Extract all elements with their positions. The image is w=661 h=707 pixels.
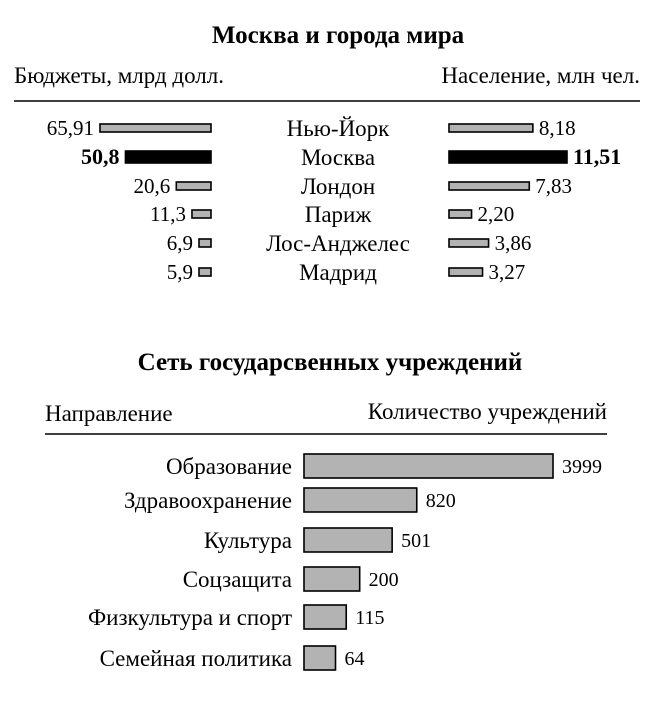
budget-bar — [124, 150, 212, 164]
population-value-label: 11,51 — [573, 144, 621, 169]
category-label: Здравоохранение — [124, 488, 292, 513]
population-bar — [448, 267, 484, 277]
population-bar — [448, 123, 534, 133]
population-value-label: 8,18 — [539, 116, 576, 140]
count-bar — [303, 527, 393, 553]
chart1-title: Москва и города мира — [212, 22, 465, 49]
count-bar — [303, 566, 361, 592]
budget-value-label: 65,91 — [47, 116, 94, 140]
count-value-label: 820 — [426, 490, 456, 512]
chart2-value-header: Количество учреждений — [368, 399, 607, 424]
city-label: Москва — [301, 145, 375, 170]
budget-value-label: 50,8 — [81, 144, 120, 169]
count-value-label: 200 — [369, 569, 399, 591]
population-bar — [448, 238, 490, 248]
count-bar — [303, 453, 554, 479]
count-bar — [303, 645, 337, 671]
budget-value-label: 11,3 — [150, 202, 186, 226]
category-label: Физкультура и спорт — [88, 605, 292, 630]
count-value-label: 64 — [345, 648, 365, 670]
budget-bar — [99, 123, 212, 133]
budget-bar — [198, 238, 212, 248]
budget-bar — [198, 267, 212, 277]
count-value-label: 3999 — [562, 456, 602, 478]
population-value-label: 3,27 — [489, 260, 526, 284]
city-label: Мадрид — [299, 260, 377, 285]
budget-bar — [191, 209, 212, 219]
count-value-label: 115 — [355, 607, 384, 629]
category-label: Семейная политика — [100, 646, 292, 671]
chart2-title: Сеть государсвенных учреждений — [138, 349, 523, 376]
population-value-label: 7,83 — [535, 174, 572, 198]
chart1-budget-header: Бюджеты, млрд долл. — [14, 63, 224, 88]
budget-value-label: 20,6 — [134, 174, 171, 198]
category-label: Культура — [204, 528, 292, 553]
population-value-label: 2,20 — [478, 202, 515, 226]
city-label: Нью-Йорк — [287, 116, 391, 141]
city-label: Лондон — [301, 174, 375, 199]
count-value-label: 501 — [401, 530, 431, 552]
category-label: Соцзащита — [183, 567, 292, 592]
chart1-population-header: Население, млн чел. — [441, 63, 640, 88]
count-bar — [303, 487, 418, 513]
budget-value-label: 5,9 — [167, 260, 193, 284]
count-bar — [303, 604, 348, 630]
budget-bar — [175, 181, 212, 191]
category-label: Образование — [166, 454, 292, 479]
chart2-category-header: Направление — [45, 401, 173, 426]
population-bar — [448, 209, 473, 219]
population-value-label: 3,86 — [495, 231, 532, 255]
city-label: Париж — [305, 202, 372, 227]
chart1-marks: Нью-Йорк 65,91 8,18 Москва 50,8 11,51 Лондон 20… — [47, 116, 622, 285]
city-label: Лос-Анджелес — [266, 231, 410, 256]
population-bar — [448, 150, 568, 164]
population-bar — [448, 181, 531, 191]
chart2-marks: Образование 3999 Здравоохранение 820 Культур… — [88, 453, 602, 671]
budget-value-label: 6,9 — [167, 231, 193, 255]
